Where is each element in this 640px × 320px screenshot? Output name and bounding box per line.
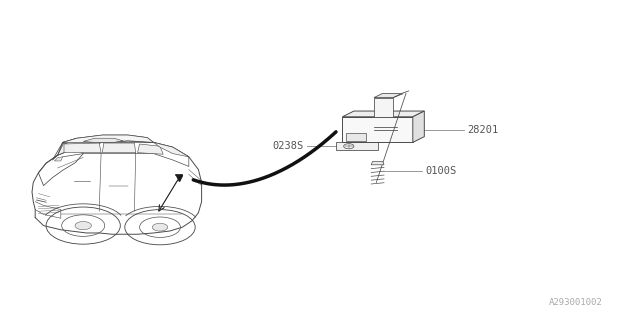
Polygon shape — [342, 111, 424, 117]
Polygon shape — [413, 111, 424, 142]
Polygon shape — [371, 162, 384, 165]
Polygon shape — [336, 142, 378, 150]
Polygon shape — [138, 144, 163, 154]
Text: 0100S: 0100S — [426, 166, 457, 176]
Polygon shape — [154, 142, 189, 157]
Circle shape — [152, 223, 168, 231]
Polygon shape — [342, 117, 413, 142]
Polygon shape — [58, 138, 77, 155]
Circle shape — [75, 221, 92, 230]
Polygon shape — [102, 143, 136, 153]
Text: 28201: 28201 — [467, 124, 499, 135]
Polygon shape — [63, 135, 154, 147]
Polygon shape — [374, 93, 401, 98]
Text: 0238S: 0238S — [273, 141, 304, 151]
Polygon shape — [64, 143, 101, 153]
Polygon shape — [374, 98, 393, 117]
Bar — [346, 133, 366, 141]
Text: A293001002: A293001002 — [549, 298, 603, 307]
Polygon shape — [83, 138, 123, 142]
Polygon shape — [54, 157, 63, 161]
